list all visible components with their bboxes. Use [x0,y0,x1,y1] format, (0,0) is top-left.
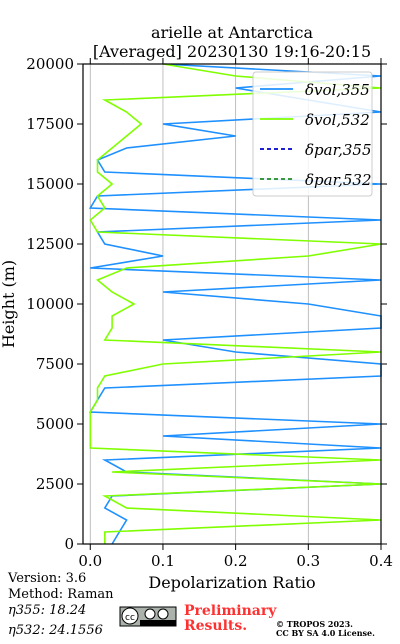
legend-box [252,71,373,197]
profile-line [89,63,382,544]
profile-line [88,63,382,545]
y-tick-label: 10000 [26,295,74,313]
legend-label: δpar,532 [305,171,372,189]
footer-version: Version: 3.6 [7,571,86,586]
footer-eta355: η355: 18.24 [8,603,86,618]
copyright: © TROPOS 2023. [276,619,353,629]
x-axis-label: Depolarization Ratio [148,573,315,592]
license: CC BY SA 4.0 License. [276,628,375,638]
svg-text:cc: cc [125,613,135,623]
y-tick-label: 17500 [26,115,74,133]
y-tick-label: 7500 [36,355,74,373]
cc-logo: cc [119,606,177,627]
legend-label: δvol,532 [305,111,370,129]
y-tick-label: 2500 [36,475,74,493]
legend: δvol,355 δvol,532 δpar,355 δpar,532 [252,71,373,197]
footer-method: Method: Raman [8,587,114,602]
y-tick-label: 5000 [36,415,74,433]
y-tick-label: 20000 [26,55,74,73]
legend-label: δvol,355 [305,81,370,99]
chart-title: arielle at Antarctica [151,23,314,42]
preliminary-note: Results. [184,618,247,634]
footer-eta532: η532: 24.1556 [8,623,103,638]
y-tick-label: 0 [64,535,74,553]
x-tick-label: 0.2 [224,552,248,570]
x-tick-label: 0.4 [369,552,393,570]
x-tick-label: 0.0 [78,552,102,570]
y-axis-label: Height (m) [0,260,18,348]
x-tick-label: 0.1 [151,552,175,570]
x-tick-label: 0.3 [296,552,320,570]
chart-subtitle: [Averaged] 20230130 19:16-20:15 [93,42,371,61]
y-tick-label: 15000 [26,175,74,193]
preliminary-note: Preliminary [184,603,277,619]
y-tick-label: 12500 [26,235,74,253]
plot-frame [82,63,382,545]
legend-label: δpar,355 [305,141,372,159]
